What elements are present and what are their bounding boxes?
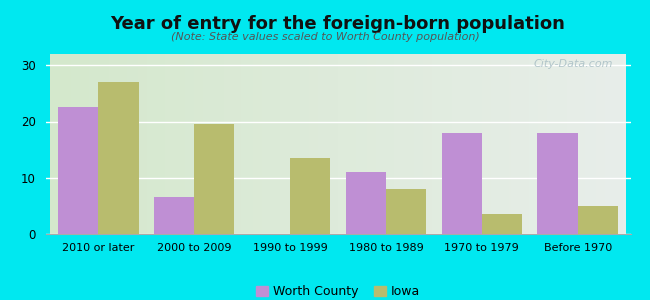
Bar xyxy=(482,214,522,234)
Legend: Worth County, Iowa: Worth County, Iowa xyxy=(251,280,425,300)
Bar xyxy=(154,197,194,234)
Bar xyxy=(290,158,330,234)
Bar xyxy=(386,189,426,234)
Bar xyxy=(578,206,618,234)
Text: City-Data.com: City-Data.com xyxy=(534,59,613,69)
Text: (Note: State values scaled to Worth County population): (Note: State values scaled to Worth Coun… xyxy=(170,32,480,41)
Bar xyxy=(58,107,98,234)
Bar xyxy=(538,133,578,234)
Bar xyxy=(98,82,138,234)
Bar xyxy=(441,133,482,234)
Bar xyxy=(194,124,235,234)
Title: Year of entry for the foreign-born population: Year of entry for the foreign-born popul… xyxy=(111,15,566,33)
Bar xyxy=(346,172,386,234)
